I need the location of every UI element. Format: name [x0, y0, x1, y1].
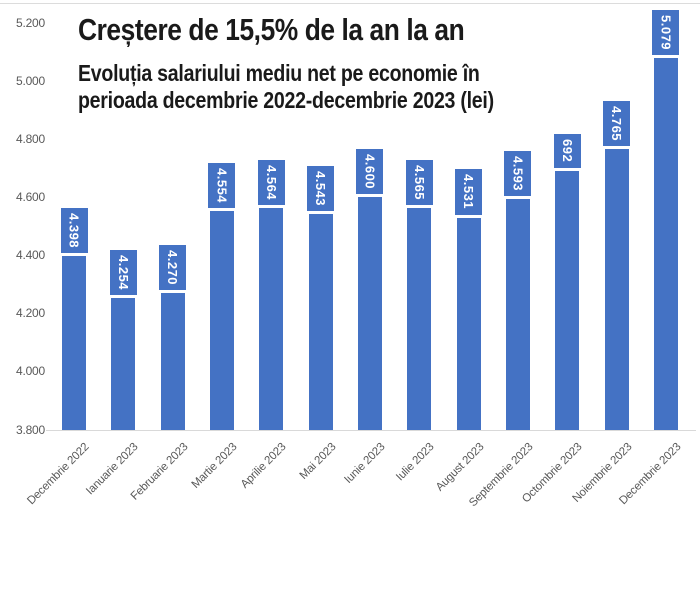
bar-group: 5.079 [652, 10, 680, 430]
bar-value-text: 692 [559, 139, 575, 163]
bar-group: 4.543 [307, 165, 335, 430]
bar-value-label: 4.600 [356, 149, 384, 195]
bar [357, 197, 382, 430]
bar-value-label: 4.543 [307, 165, 335, 211]
chart-subtitle: Evoluția salariului mediu net pe economi… [78, 60, 494, 114]
top-divider-line [0, 3, 700, 4]
y-axis-tick-label: 4.000 [15, 364, 45, 379]
y-axis-tick-label: 4.800 [15, 131, 45, 146]
y-axis-tick-label: 5.200 [15, 15, 45, 30]
bar [456, 217, 481, 430]
bar-value-text: 4.270 [165, 250, 181, 286]
bar-value-text: 4.564 [263, 164, 279, 200]
bar-value-label: 5.079 [652, 10, 680, 56]
bar-value-label: 4.554 [208, 162, 236, 208]
bar-group: 4.564 [257, 159, 285, 430]
bar-group: 4.398 [60, 208, 88, 430]
bar-value-text: 4.254 [115, 254, 131, 291]
bar-value-text: 4.531 [461, 174, 477, 210]
bar-value-label: 4.593 [504, 151, 532, 197]
bar [209, 210, 234, 430]
bar-value-label: 4.564 [257, 159, 285, 205]
bar-value-text: 4.600 [362, 154, 378, 190]
bar-group: 4.254 [109, 249, 137, 430]
bar-value-label: 4.270 [159, 245, 187, 291]
bar [62, 256, 86, 430]
bar-value-text: 4.398 [66, 213, 82, 249]
bar-group: 4.593 [504, 151, 532, 430]
bar-value-label: 4.254 [109, 249, 137, 296]
bar [555, 170, 580, 430]
bar-value-label: 4.565 [405, 159, 433, 205]
bar [160, 293, 185, 430]
bar [505, 199, 530, 430]
bar-value-text: 4.593 [510, 156, 526, 192]
y-axis-tick-label: 4.200 [15, 306, 45, 321]
bar-group: 4.531 [455, 169, 483, 430]
bar-value-label: 4.531 [455, 169, 483, 215]
bar [653, 58, 678, 430]
infographic: Creștere de 15,5% de la an la an Evoluți… [0, 3, 700, 510]
bar-value-text: 4.554 [214, 167, 230, 203]
bar-value-text: 5.079 [658, 15, 674, 51]
chart-title: Creștere de 15,5% de la an la an [78, 12, 465, 47]
bar-value-label: 4.398 [60, 208, 88, 254]
bar-group: 4.554 [208, 162, 236, 430]
chart-subtitle-line2: perioada decembrie 2022-decembrie 2023 (… [78, 87, 494, 113]
bar-chart: 5.200 5.000 4.800 4.600 4.400 4.200 4.000 3.800… [15, 10, 696, 509]
y-axis-tick-label: 4.400 [15, 248, 45, 263]
y-axis-tick-label: 3.800 [15, 422, 45, 437]
bar-group: 692 [553, 134, 581, 430]
bar [259, 207, 284, 430]
bar-value-label: 692 [553, 134, 581, 168]
bar-value-text: 4.543 [313, 170, 329, 206]
chart-subtitle-line1: Evoluția salariului mediu net pe economi… [78, 60, 480, 86]
y-axis-tick-label: 4.600 [15, 189, 45, 204]
bar-value-text: 4.765 [609, 106, 625, 142]
bar-group: 4.565 [405, 159, 433, 430]
bar-value-label: 4.765 [603, 101, 631, 147]
bar [308, 214, 333, 430]
bar-group: 4.765 [603, 101, 631, 430]
bar [111, 298, 136, 430]
bar-value-text: 4.565 [411, 164, 427, 200]
bar [407, 207, 432, 430]
bar [604, 149, 629, 430]
x-axis-line [46, 430, 696, 431]
y-axis-tick-label: 5.000 [15, 73, 45, 88]
bar-group: 4.600 [356, 149, 384, 430]
bar-group: 4.270 [159, 245, 187, 430]
